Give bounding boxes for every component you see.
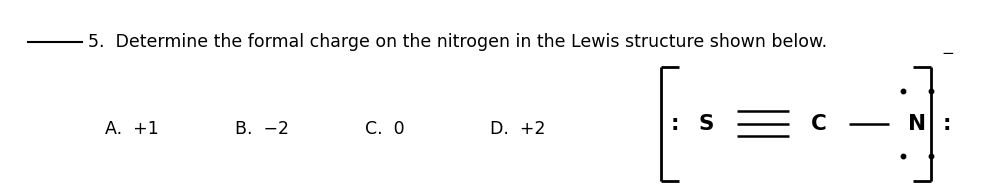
Text: N: N [908,113,926,134]
Text: B.  −2: B. −2 [235,120,289,138]
Text: 5.  Determine the formal charge on the nitrogen in the Lewis structure shown bel: 5. Determine the formal charge on the ni… [88,33,827,51]
Text: D.  +2: D. +2 [490,120,546,138]
Text: :: : [671,113,679,134]
Text: −: − [941,46,954,61]
Text: C.  0: C. 0 [365,120,405,138]
Text: C: C [811,113,827,134]
Text: :: : [943,113,951,134]
Text: S: S [699,113,715,134]
Text: A.  +1: A. +1 [105,120,159,138]
